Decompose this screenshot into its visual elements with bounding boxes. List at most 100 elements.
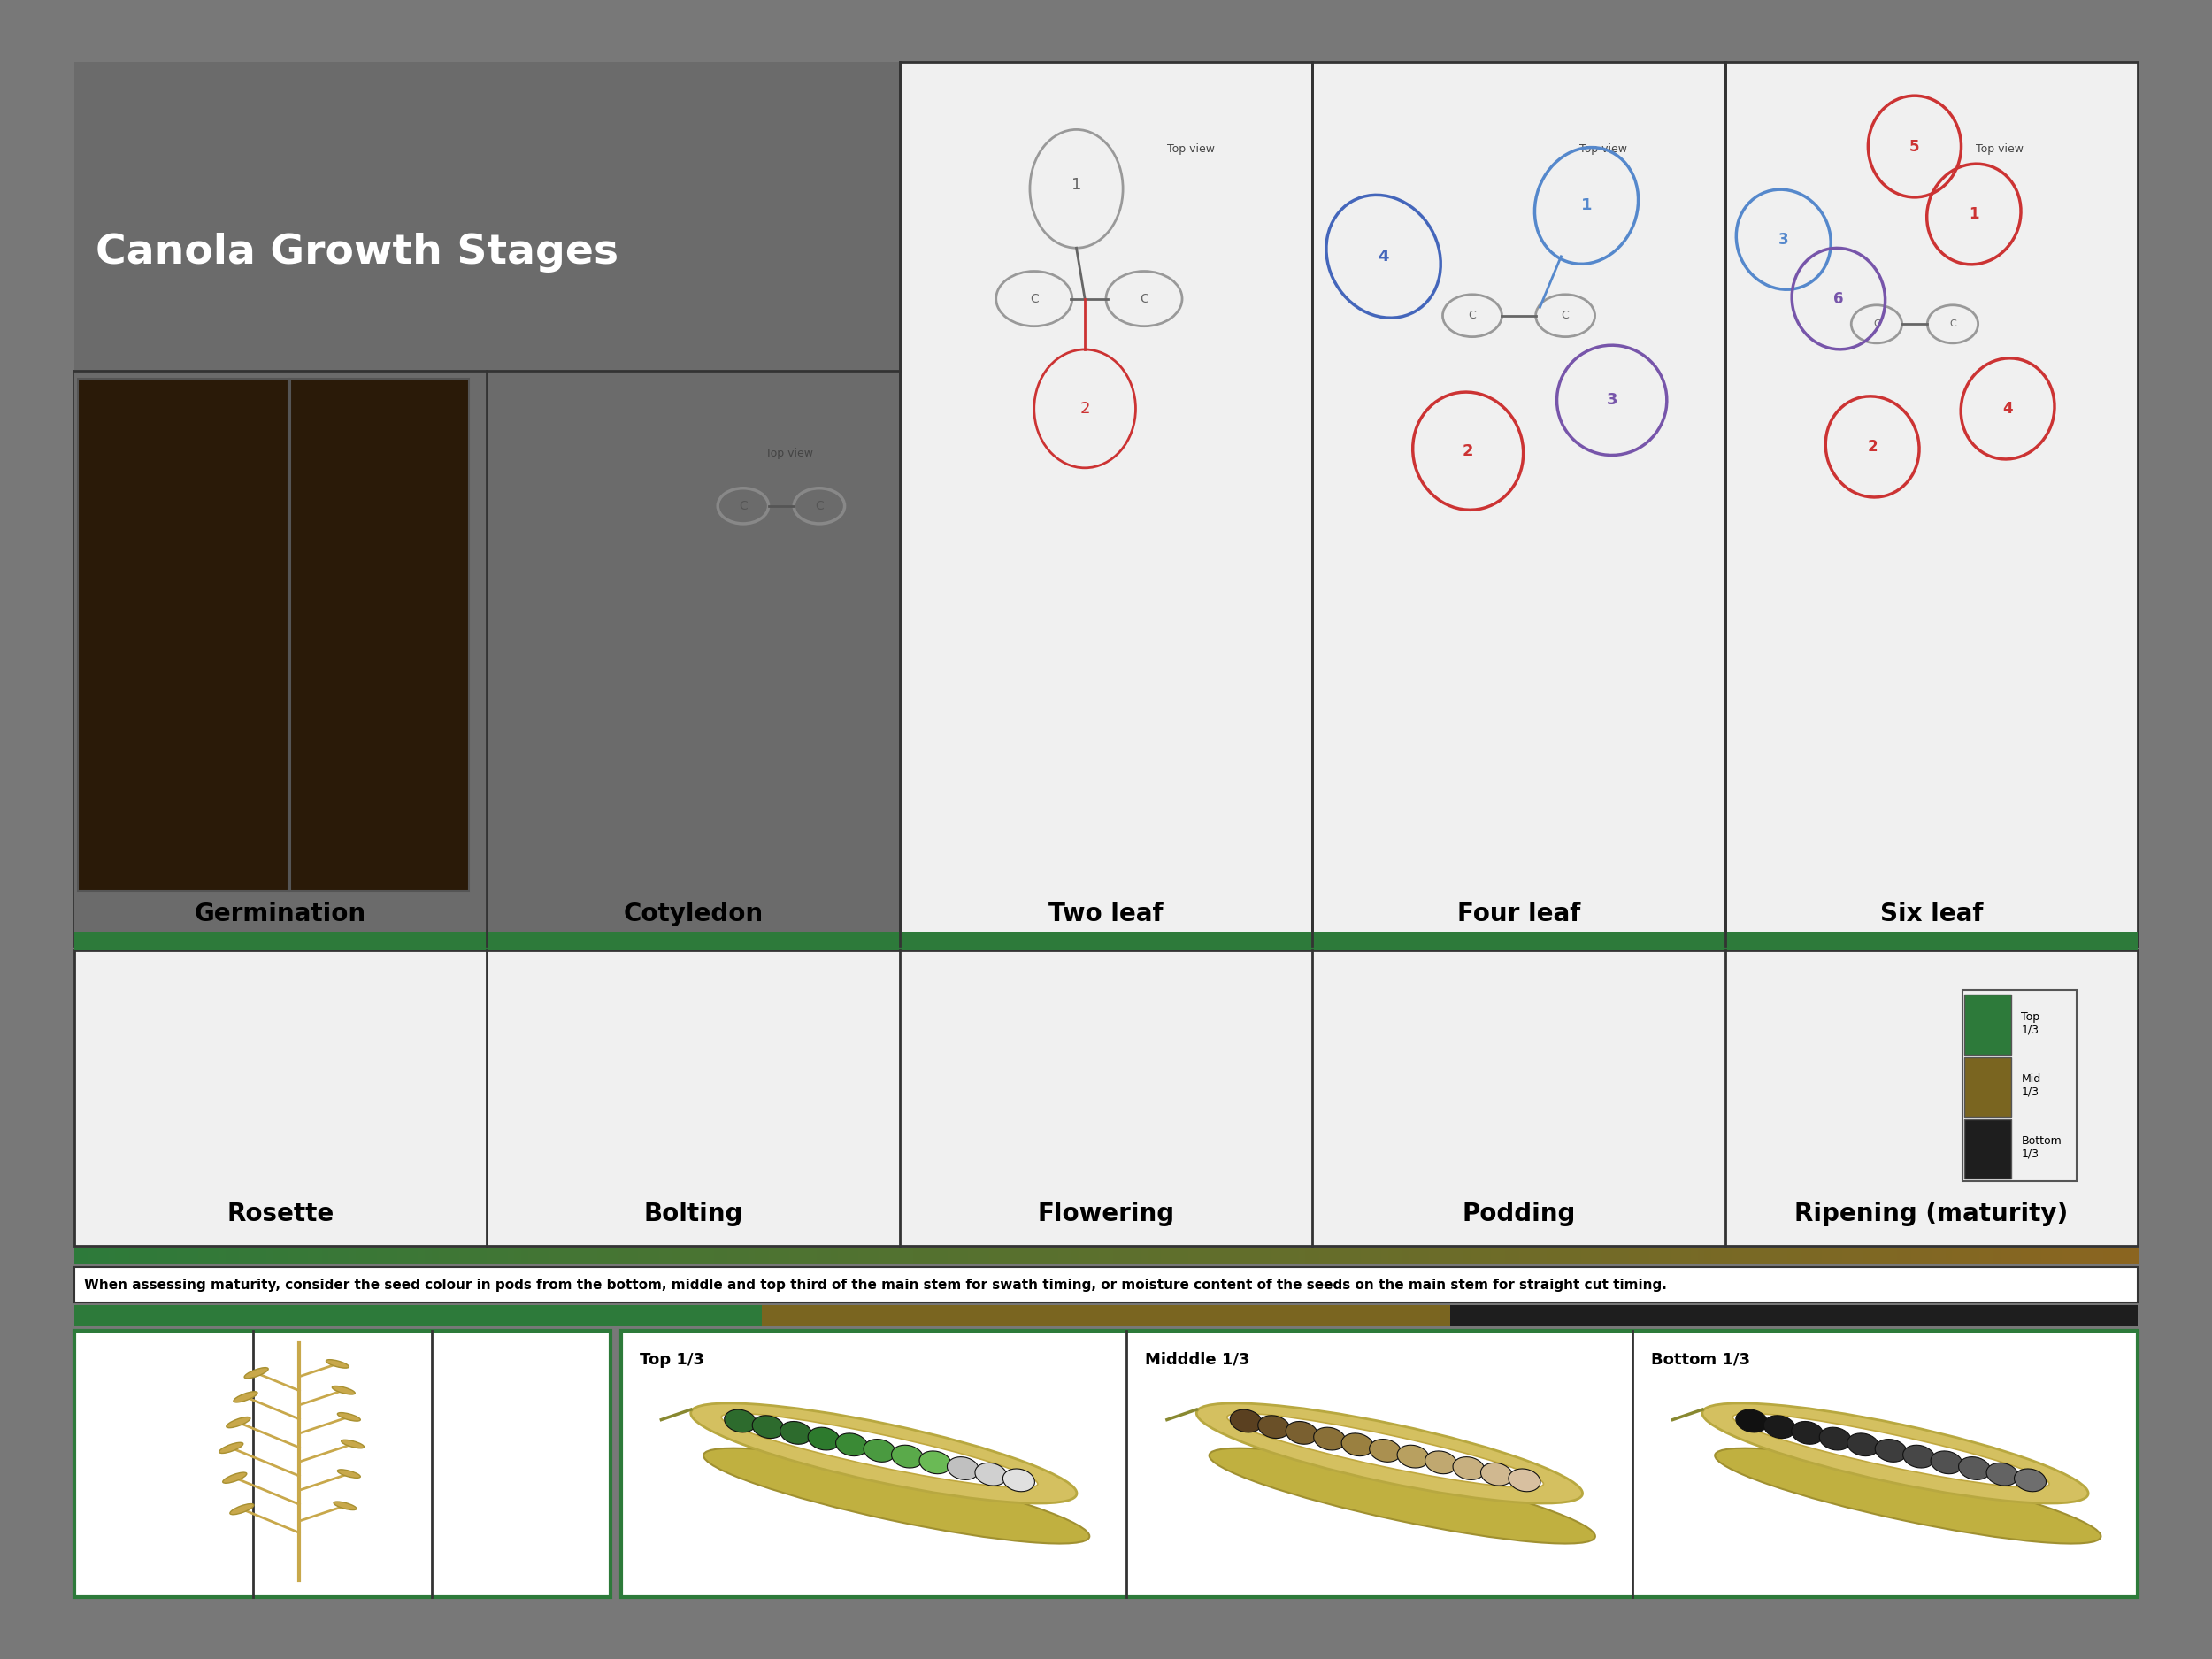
Bar <box>555 1248 564 1264</box>
Bar <box>307 1248 316 1264</box>
Bar <box>1980 1248 1986 1264</box>
Text: 1: 1 <box>1071 176 1082 192</box>
Bar <box>1986 1248 1995 1264</box>
Bar <box>376 1248 385 1264</box>
Bar <box>790 1248 796 1264</box>
Bar <box>252 1248 261 1264</box>
Bar <box>144 1248 150 1264</box>
Ellipse shape <box>723 1410 757 1432</box>
Bar <box>1168 1248 1175 1264</box>
Text: 2: 2 <box>1462 443 1473 460</box>
Bar <box>1451 1248 1458 1264</box>
Bar <box>708 1248 714 1264</box>
Bar <box>1002 1248 1011 1264</box>
Bar <box>920 1248 929 1264</box>
Bar <box>515 1248 522 1264</box>
Bar <box>549 1248 557 1264</box>
Bar <box>349 1248 356 1264</box>
Text: Bolting: Bolting <box>644 1201 743 1226</box>
Bar <box>88 1248 95 1264</box>
Text: 3: 3 <box>1606 392 1617 408</box>
Bar <box>1148 1248 1155 1264</box>
Bar <box>1608 1248 1617 1264</box>
Bar <box>1389 1248 1396 1264</box>
Bar <box>947 1248 956 1264</box>
Ellipse shape <box>703 1448 1091 1543</box>
Text: 4: 4 <box>1378 249 1389 264</box>
Bar <box>1037 1248 1044 1264</box>
Bar <box>73 1331 611 1598</box>
Bar <box>1931 1248 1940 1264</box>
Bar <box>2042 1248 2048 1264</box>
Bar <box>102 1248 108 1264</box>
Text: 2: 2 <box>1867 438 1878 455</box>
Bar <box>529 1248 535 1264</box>
Bar <box>686 1248 695 1264</box>
Bar <box>1024 1248 1031 1264</box>
Bar <box>170 1248 179 1264</box>
Text: Canola Growth Stages: Canola Growth Stages <box>95 232 617 272</box>
Bar <box>1298 1248 1307 1264</box>
Text: Bottom
1/3: Bottom 1/3 <box>2022 1135 2062 1160</box>
Bar <box>330 1248 336 1264</box>
Ellipse shape <box>1369 1438 1400 1462</box>
Ellipse shape <box>1763 1415 1796 1438</box>
Bar <box>1566 1248 1575 1264</box>
Bar <box>1876 1248 1885 1264</box>
Bar <box>1504 1248 1513 1264</box>
Bar <box>2022 1248 2028 1264</box>
Bar <box>1891 1248 1898 1264</box>
Bar <box>1513 1248 1520 1264</box>
Ellipse shape <box>1340 1433 1374 1457</box>
Bar <box>852 1248 858 1264</box>
Bar <box>1553 1248 1562 1264</box>
Bar <box>1086 1248 1093 1264</box>
Bar <box>1223 1248 1230 1264</box>
Bar <box>2068 1248 2077 1264</box>
Text: Podding: Podding <box>1462 1201 1575 1226</box>
Bar <box>212 1248 219 1264</box>
Ellipse shape <box>1732 1413 2048 1488</box>
Bar <box>135 1248 144 1264</box>
Bar <box>969 1248 975 1264</box>
Bar <box>157 1248 164 1264</box>
Text: Ripening (maturity): Ripening (maturity) <box>1794 1201 2068 1226</box>
Bar <box>1559 1248 1568 1264</box>
Text: Top view: Top view <box>1975 143 2024 154</box>
Bar <box>77 378 288 891</box>
Ellipse shape <box>325 1360 349 1369</box>
Bar <box>314 1248 323 1264</box>
Text: Top
1/3: Top 1/3 <box>2022 1010 2039 1035</box>
Bar <box>206 1248 212 1264</box>
Bar <box>816 1248 825 1264</box>
Ellipse shape <box>1210 1448 1595 1543</box>
Text: C: C <box>739 499 748 513</box>
Bar <box>1374 1248 1382 1264</box>
Bar <box>1009 1248 1018 1264</box>
Bar <box>487 1248 495 1264</box>
Bar <box>73 370 2139 946</box>
Bar <box>1683 1248 1692 1264</box>
Bar <box>1230 1248 1237 1264</box>
Bar <box>294 1248 301 1264</box>
Bar <box>1436 1248 1444 1264</box>
Bar <box>2062 1248 2070 1264</box>
Ellipse shape <box>1197 1404 1582 1503</box>
Bar <box>480 1248 487 1264</box>
Bar <box>1993 1248 2002 1264</box>
Bar <box>577 1248 584 1264</box>
Bar <box>761 1306 1451 1327</box>
Bar <box>1719 1248 1725 1264</box>
Bar <box>1644 1248 1650 1264</box>
Bar <box>617 1248 626 1264</box>
Bar <box>2130 1248 2139 1264</box>
Bar <box>1057 1248 1066 1264</box>
Bar <box>1354 1248 1360 1264</box>
Bar <box>982 1248 991 1264</box>
Bar <box>1732 1248 1741 1264</box>
Bar <box>894 1248 900 1264</box>
Bar <box>73 1306 761 1327</box>
Bar <box>542 1248 549 1264</box>
Bar <box>1305 1248 1314 1264</box>
Bar <box>1064 1248 1073 1264</box>
